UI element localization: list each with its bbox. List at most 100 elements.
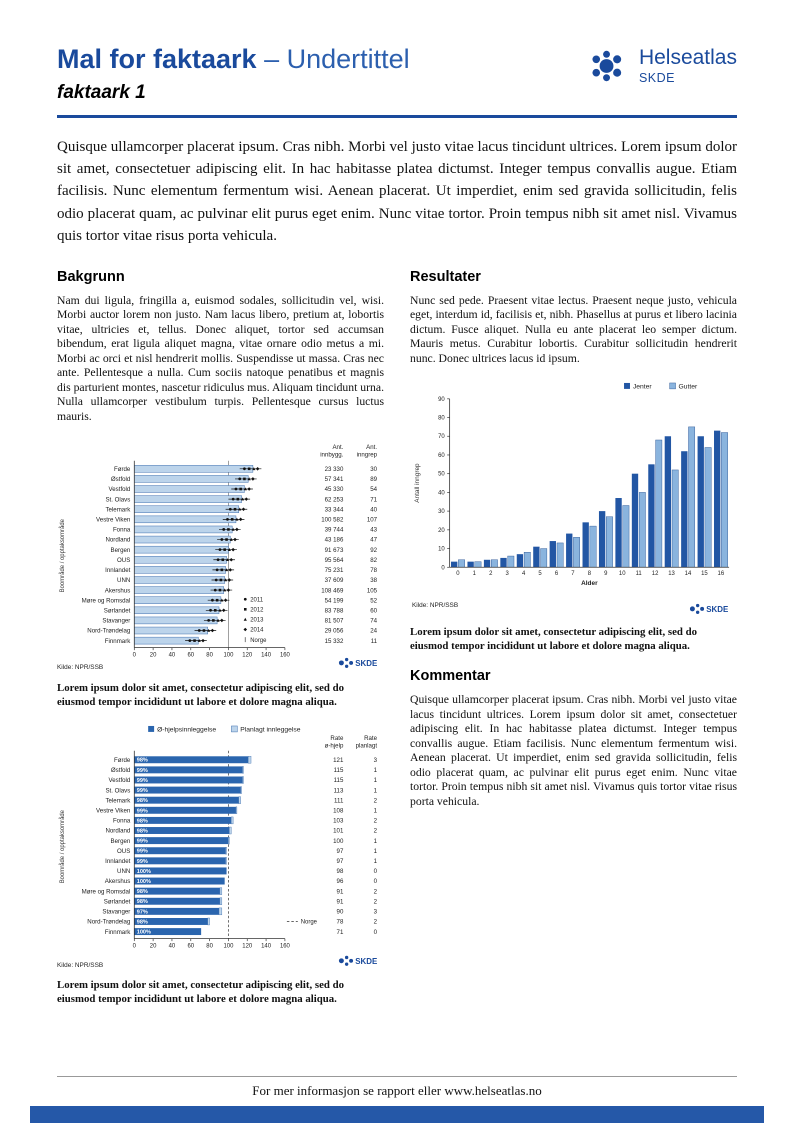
svg-text:SKDE: SKDE: [355, 956, 377, 965]
svg-text:Rate: Rate: [364, 734, 378, 741]
svg-text:97%: 97%: [137, 909, 148, 915]
svg-text:0: 0: [441, 566, 445, 572]
svg-text:54 199: 54 199: [325, 598, 344, 605]
svg-text:Boområde / opptaksområde: Boområde / opptaksområde: [59, 809, 66, 883]
svg-text:100: 100: [223, 653, 234, 659]
chart1-caption: Lorem ipsum dolor sit amet, consectetur …: [57, 682, 345, 708]
svg-text:10: 10: [619, 572, 626, 578]
svg-text:2: 2: [489, 572, 492, 578]
svg-text:Telemark: Telemark: [105, 797, 131, 804]
svg-text:Innlandet: Innlandet: [105, 568, 131, 575]
right-column: Resultater Nunc sed pede. Praesent vitae…: [410, 269, 737, 1010]
svg-text:16: 16: [718, 572, 725, 578]
svg-text:98%: 98%: [137, 899, 148, 905]
svg-text:38: 38: [370, 578, 377, 585]
svg-text:Møre og Romsdal: Møre og Romsdal: [82, 598, 131, 605]
doc-label: faktaark 1: [57, 82, 146, 104]
svg-text:98%: 98%: [137, 798, 148, 804]
svg-text:St. Olavs: St. Olavs: [105, 497, 130, 504]
svg-text:160: 160: [280, 943, 291, 949]
svg-text:Ant.: Ant.: [366, 444, 377, 451]
svg-text:33 344: 33 344: [325, 507, 344, 514]
svg-text:90: 90: [438, 397, 445, 403]
chart2-caption: Lorem ipsum dolor sit amet, consectetur …: [57, 979, 345, 1005]
svg-text:15: 15: [701, 572, 708, 578]
svg-text:98%: 98%: [137, 818, 148, 824]
svg-text:23 330: 23 330: [325, 466, 344, 473]
svg-text:20: 20: [150, 943, 157, 949]
svg-text:71: 71: [370, 497, 377, 504]
svg-text:60: 60: [438, 453, 445, 459]
svg-text:Ø-hjelpsinnleggelse: Ø-hjelpsinnleggelse: [157, 726, 216, 733]
svg-text:100: 100: [223, 943, 234, 949]
svg-text:Boområde / opptaksområde: Boområde / opptaksområde: [59, 519, 66, 593]
svg-text:2014: 2014: [250, 628, 264, 634]
svg-text:Kilde: NPR/SSB: Kilde: NPR/SSB: [57, 664, 103, 671]
svg-text:Fonna: Fonna: [113, 527, 131, 534]
svg-text:1: 1: [374, 777, 378, 784]
svg-text:54: 54: [370, 487, 377, 494]
svg-text:99%: 99%: [137, 777, 148, 783]
svg-text:2: 2: [374, 918, 378, 925]
svg-text:Nordland: Nordland: [105, 827, 130, 834]
svg-text:Kilde: NPR/SSB: Kilde: NPR/SSB: [57, 961, 103, 968]
svg-text:71: 71: [337, 928, 344, 935]
svg-text:Vestfold: Vestfold: [109, 777, 131, 784]
svg-text:3: 3: [374, 756, 378, 763]
svg-text:planlagt: planlagt: [356, 742, 378, 749]
footer-rule: [57, 1076, 737, 1077]
svg-text:62 253: 62 253: [325, 497, 344, 504]
svg-text:Planlagt innleggelse: Planlagt innleggelse: [240, 726, 300, 733]
svg-text:100%: 100%: [137, 879, 151, 885]
chart-age-gender: Jenter Gutter 0 10 20 30 40 50 60 70 80 90 0 1 2 3 4 5 6 7 8…: [410, 379, 737, 617]
svg-text:13: 13: [668, 572, 675, 578]
svg-text:98%: 98%: [137, 757, 148, 763]
svg-text:Nord-Trøndelag: Nord-Trøndelag: [87, 918, 131, 925]
svg-text:Bergen: Bergen: [111, 837, 131, 844]
heading-kommentar: Kommentar: [410, 668, 491, 685]
svg-text:Vestre Viken: Vestre Viken: [96, 517, 131, 524]
svg-text:11: 11: [371, 638, 378, 645]
svg-text:24: 24: [370, 628, 377, 635]
svg-text:2: 2: [374, 898, 378, 905]
svg-text:Sørlandet: Sørlandet: [104, 898, 131, 905]
svg-text:Akershus: Akershus: [105, 878, 131, 885]
svg-text:Førde: Førde: [114, 756, 131, 763]
svg-text:89: 89: [370, 477, 377, 484]
chart-admission-type: Ø-hjelpsinnleggelse Planlagt innleggelse R…: [57, 723, 384, 971]
svg-text:Akershus: Akershus: [105, 588, 131, 595]
page-header: Mal for faktaark – Undertittel faktaark …: [57, 0, 737, 119]
svg-text:45 330: 45 330: [325, 487, 344, 494]
svg-text:115: 115: [334, 767, 344, 774]
svg-text:0: 0: [133, 653, 137, 659]
svg-text:40: 40: [169, 653, 176, 659]
svg-text:83 788: 83 788: [325, 608, 344, 615]
intro-paragraph: Quisque ullamcorper placerat ipsum. Cras…: [57, 139, 737, 244]
svg-text:115: 115: [334, 777, 344, 784]
svg-text:95 564: 95 564: [325, 557, 344, 564]
left-column: Bakgrunn Nam dui ligula, fringilla a, eu…: [57, 269, 384, 1010]
svg-text:101: 101: [333, 827, 344, 834]
helseatlas-logo: Helseatlas SKDE: [590, 46, 737, 90]
svg-text:121: 121: [333, 756, 344, 763]
svg-text:2: 2: [374, 817, 378, 824]
svg-text:20: 20: [150, 653, 157, 659]
svg-text:3: 3: [374, 908, 378, 915]
svg-text:Førde: Førde: [114, 466, 131, 473]
svg-text:0: 0: [456, 572, 460, 578]
svg-text:99%: 99%: [137, 788, 148, 794]
header-rule: [57, 115, 737, 119]
svg-text:80: 80: [206, 653, 213, 659]
svg-text:1: 1: [374, 847, 378, 854]
svg-text:14: 14: [685, 572, 692, 578]
svg-text:160: 160: [280, 653, 291, 659]
svg-text:99%: 99%: [137, 848, 148, 854]
svg-text:43 186: 43 186: [325, 537, 344, 544]
svg-text:90: 90: [337, 908, 344, 915]
svg-text:96: 96: [337, 878, 344, 885]
svg-text:Stavanger: Stavanger: [102, 908, 130, 915]
svg-text:1: 1: [374, 858, 378, 865]
svg-text:57 341: 57 341: [325, 477, 344, 484]
svg-text:Nord-Trøndelag: Nord-Trøndelag: [87, 628, 131, 635]
svg-text:SKDE: SKDE: [355, 659, 377, 668]
